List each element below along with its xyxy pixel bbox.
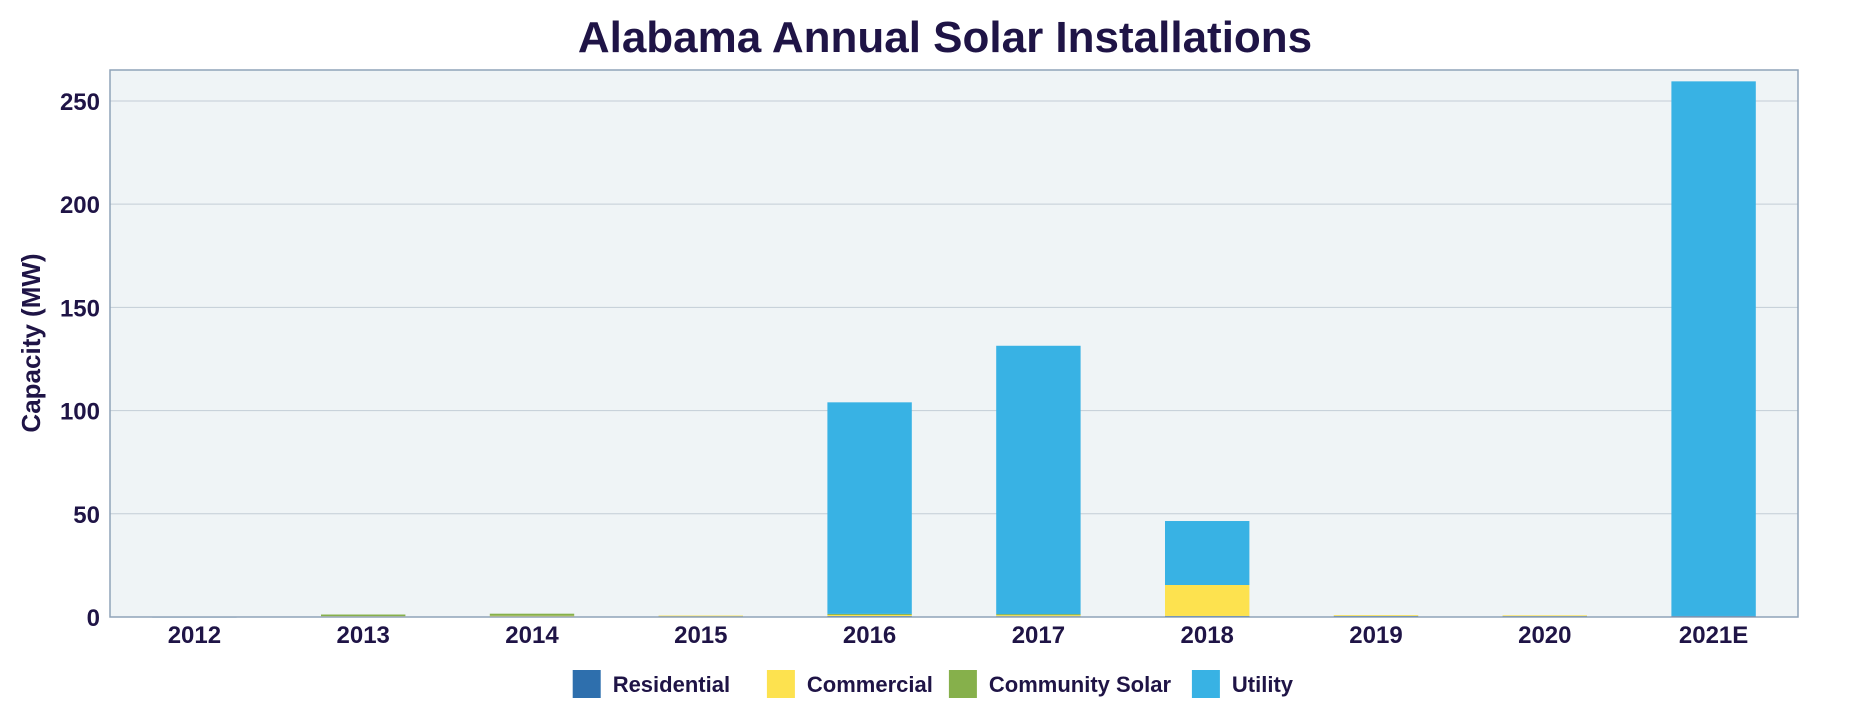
legend-item-residential: Residential <box>572 670 730 698</box>
y-tick-label: 200 <box>60 192 100 219</box>
x-tick-label: 2020 <box>1518 622 1571 649</box>
bar-community-solar-2014 <box>489 613 575 616</box>
x-tick-label: 2019 <box>1349 622 1402 649</box>
y-axis-label: Capacity (MW) <box>16 253 46 432</box>
y-tick-label: 250 <box>60 89 100 116</box>
x-tick-label: 2018 <box>1181 622 1234 649</box>
gridlines <box>110 100 1798 515</box>
legend-item-community-solar: Community Solar <box>948 670 1172 698</box>
x-tick-label: 2012 <box>168 622 221 649</box>
legend: Residential Commercial Community Solar Util… <box>572 670 1294 698</box>
legend-swatch <box>572 670 601 698</box>
y-tick-label: 50 <box>73 502 100 529</box>
legend-label: Residential <box>613 672 730 697</box>
bar-commercial-2017 <box>996 615 1081 617</box>
x-tick-label: 2017 <box>1012 622 1065 649</box>
legend-label: Utility <box>1232 672 1294 697</box>
bar-commercial-2019 <box>1333 615 1419 616</box>
legend-item-utility: Utility <box>1191 670 1294 698</box>
legend-swatch <box>948 670 977 698</box>
bar-utility-2018 <box>1165 521 1250 586</box>
y-tick-label: 0 <box>87 605 100 632</box>
legend-item-commercial: Commercial <box>766 670 933 698</box>
bar-commercial-2020 <box>1502 615 1587 617</box>
bar-utility-2017 <box>996 345 1081 615</box>
bar-commercial-2018 <box>1165 585 1250 616</box>
x-tick-label: 2013 <box>337 622 390 649</box>
plot-area <box>110 70 1798 617</box>
y-axis-ticks: 0 50 100 150 200 250 <box>60 89 100 632</box>
chart-title: Alabama Annual Solar Installations <box>578 13 1312 62</box>
legend-label: Community Solar <box>989 672 1172 697</box>
y-tick-label: 150 <box>60 295 100 322</box>
bar-utility-2021e <box>1671 81 1756 616</box>
bar-community-solar-2017 <box>996 614 1081 616</box>
x-tick-label: 2015 <box>674 622 727 649</box>
x-axis-ticks: 2012 2013 2014 2015 2016 2017 2018 2019 2020 2021… <box>168 622 1749 649</box>
x-tick-label: 2014 <box>505 622 559 649</box>
bar-utility-2016 <box>827 402 912 614</box>
x-tick-label: 2016 <box>843 622 896 649</box>
legend-swatch <box>766 670 795 698</box>
plot-border <box>109 69 1799 618</box>
bar-commercial-2015 <box>658 615 743 617</box>
legend-label: Commercial <box>807 672 933 697</box>
x-tick-label: 2021E <box>1679 622 1748 649</box>
legend-swatch <box>1191 670 1220 698</box>
bar-community-solar-2016 <box>827 613 912 615</box>
bar-commercial-2016 <box>827 614 912 616</box>
bar-community-solar-2013 <box>321 614 406 617</box>
bar-commercial-2014 <box>489 615 575 617</box>
y-tick-label: 100 <box>60 399 100 426</box>
